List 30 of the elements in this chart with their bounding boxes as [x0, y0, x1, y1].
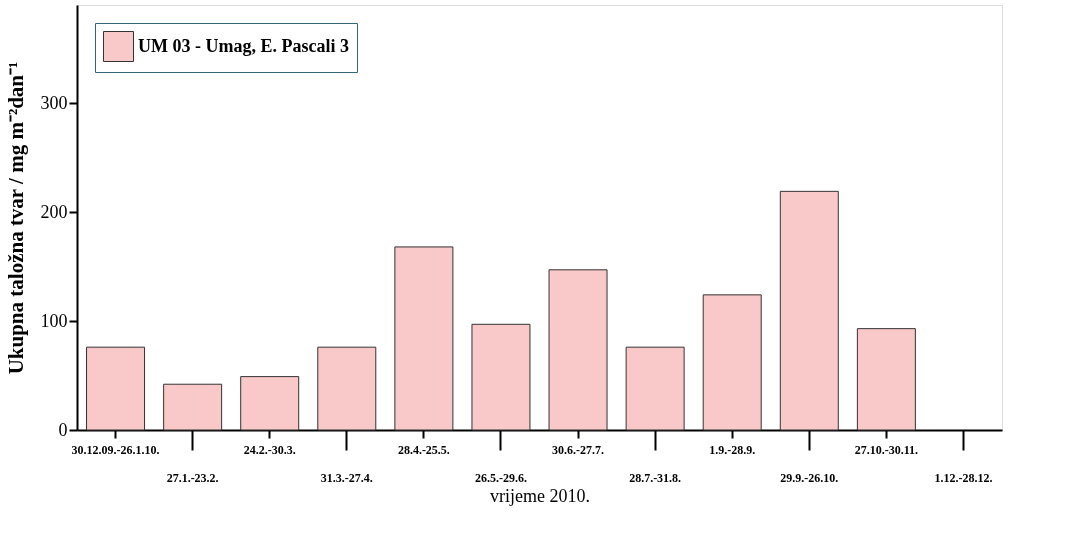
- y-axis-title: Ukupna taložna tvar / mg m⁻²dan⁻¹: [3, 61, 28, 375]
- bar: [548, 269, 608, 431]
- bar: [317, 346, 377, 431]
- y-tick-label: 300: [40, 92, 68, 113]
- y-tick-label: 200: [40, 201, 68, 222]
- bar: [86, 346, 146, 431]
- x-tick-label: 30.12.09.-26.1.10.: [71, 442, 160, 457]
- x-tick-label: 30.6.-27.7.: [552, 442, 605, 457]
- bar: [625, 346, 685, 431]
- x-tick-label: 1.12.-28.12.: [934, 470, 993, 485]
- y-tick-label: 100: [40, 310, 68, 331]
- x-tick-label: 28.7.-31.8.: [629, 470, 682, 485]
- bar: [779, 190, 839, 431]
- bar: [163, 383, 223, 431]
- x-tick-label: 24.2.-30.3.: [243, 442, 296, 457]
- x-tick-label: 28.4.-25.5.: [397, 442, 450, 457]
- x-tick-label: 27.10.-30.11.: [854, 442, 919, 457]
- legend-label: UM 03 - Umag, E. Pascali 3: [138, 35, 349, 56]
- bar: [856, 328, 916, 431]
- x-tick-label: 1.9.-28.9.: [709, 442, 756, 457]
- bar: [702, 294, 762, 431]
- x-tick-label: 31.3.-27.4.: [320, 470, 373, 485]
- bar: [240, 376, 300, 431]
- x-tick-label: 29.9.-26.10.: [780, 470, 839, 485]
- x-axis-title: vrijeme 2010.: [490, 485, 590, 506]
- bar: [471, 323, 531, 431]
- x-tick-label: 27.1.-23.2.: [166, 470, 219, 485]
- bar: [394, 246, 454, 431]
- x-tick-label: 26.5.-29.6.: [474, 470, 527, 485]
- y-tick-label: 0: [58, 419, 68, 440]
